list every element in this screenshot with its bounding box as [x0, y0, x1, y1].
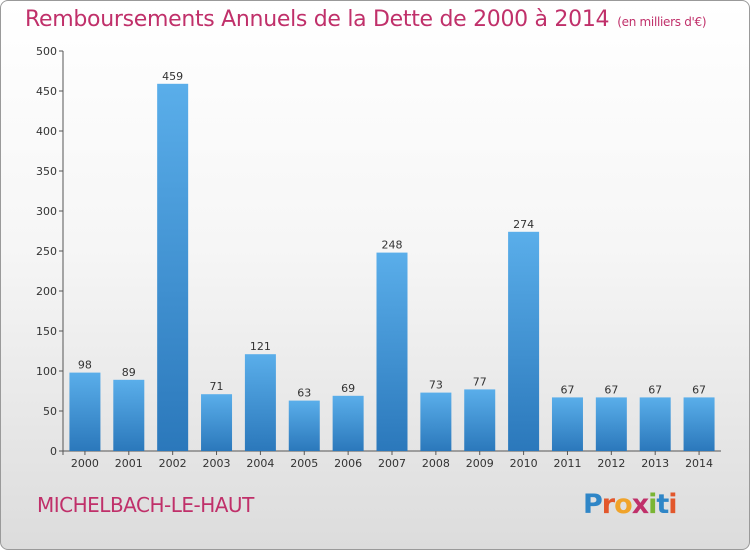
bar-2007 — [376, 252, 408, 451]
bar-2004 — [244, 354, 276, 451]
bar-2009 — [464, 389, 496, 451]
x-tick-label-2002: 2002 — [159, 457, 187, 470]
bar-2000 — [69, 372, 101, 451]
x-tick-label-2012: 2012 — [597, 457, 625, 470]
bar-2013 — [639, 397, 671, 451]
bar-2006 — [332, 395, 364, 451]
y-tick-label: 300 — [36, 205, 57, 218]
x-tick-label-2000: 2000 — [71, 457, 99, 470]
x-tick-label-2001: 2001 — [115, 457, 143, 470]
value-label-2014: 67 — [692, 383, 706, 396]
value-label-2005: 63 — [297, 387, 311, 400]
y-tick-label: 400 — [36, 125, 57, 138]
y-tick-label: 500 — [36, 45, 57, 58]
commune-name: MICHELBACH-LE-HAUT — [37, 493, 254, 517]
labels: 98 2000 89 2001 459 2002 71 2003 121 2004 63 2005 69… — [71, 70, 713, 470]
y-tick-label: 50 — [43, 405, 57, 418]
value-label-2013: 67 — [648, 383, 662, 396]
bar-2008 — [420, 392, 452, 451]
value-label-2012: 67 — [604, 383, 618, 396]
value-label-2003: 71 — [210, 380, 224, 393]
x-tick-label-2007: 2007 — [378, 457, 406, 470]
chart-title: Remboursements Annuels de la Dette de 20… — [25, 7, 707, 32]
value-label-2002: 459 — [162, 70, 183, 83]
x-tick-label-2011: 2011 — [553, 457, 581, 470]
value-label-2007: 248 — [382, 239, 403, 252]
y-tick-label: 0 — [50, 445, 57, 458]
value-label-2006: 69 — [341, 382, 355, 395]
x-tick-label-2010: 2010 — [510, 457, 538, 470]
chart-title-text: Remboursements Annuels de la Dette de 20… — [25, 7, 610, 32]
bar-2012 — [595, 397, 627, 451]
x-tick-label-2004: 2004 — [246, 457, 274, 470]
x-tick-label-2008: 2008 — [422, 457, 450, 470]
value-label-2011: 67 — [560, 383, 574, 396]
x-tick-label-2014: 2014 — [685, 457, 713, 470]
y-tick-label: 250 — [36, 245, 57, 258]
bar-2010 — [508, 231, 540, 451]
bar-2011 — [551, 397, 583, 451]
x-tick-label-2006: 2006 — [334, 457, 362, 470]
value-label-2008: 73 — [429, 379, 443, 392]
value-label-2009: 77 — [473, 375, 487, 388]
bar-2002 — [157, 83, 189, 452]
y-tick-label: 200 — [36, 285, 57, 298]
bars — [69, 83, 715, 452]
y-tick-label: 150 — [36, 325, 57, 338]
value-label-2001: 89 — [122, 366, 136, 379]
y-tick-label: 450 — [36, 85, 57, 98]
bar-2005 — [288, 400, 320, 451]
bar-2014 — [683, 397, 715, 451]
y-tick-label: 350 — [36, 165, 57, 178]
x-tick-label-2005: 2005 — [290, 457, 318, 470]
value-label-2010: 274 — [513, 218, 534, 231]
bar-2001 — [113, 379, 145, 451]
x-tick-label-2009: 2009 — [466, 457, 494, 470]
proxiti-logo: Proxiti — [583, 489, 678, 520]
y-tick-label: 100 — [36, 365, 57, 378]
chart-unit: (en milliers d'€) — [617, 15, 707, 29]
value-label-2000: 98 — [78, 359, 92, 372]
x-tick-label-2013: 2013 — [641, 457, 669, 470]
x-tick-label-2003: 2003 — [203, 457, 231, 470]
bar-2003 — [201, 394, 233, 451]
value-label-2004: 121 — [250, 340, 271, 353]
